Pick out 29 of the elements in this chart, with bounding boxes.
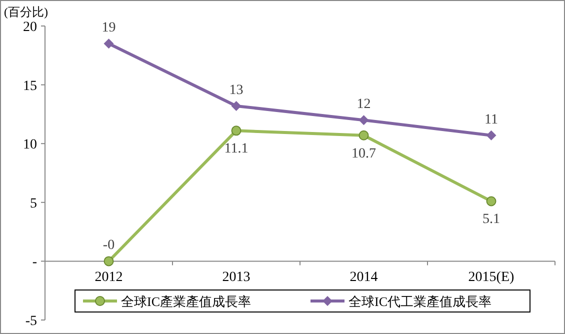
y-tick-label: 20 <box>23 20 37 35</box>
x-tick-label: 2014 <box>350 270 378 286</box>
point <box>358 130 369 140</box>
data-label: 19 <box>102 20 116 36</box>
x-tick-label: 2015(E) <box>468 270 515 286</box>
y-tick-label: - <box>32 255 38 270</box>
point <box>486 196 496 206</box>
data-label: 5.1 <box>482 212 500 228</box>
x-tick-label: 2012 <box>94 270 123 286</box>
y-tick-label: 10 <box>23 138 37 153</box>
data-label: 12 <box>356 97 371 112</box>
data-label: 10.7 <box>352 146 376 162</box>
point <box>231 126 242 136</box>
data-label: 11 <box>484 112 498 128</box>
data-label: -0 <box>102 238 115 254</box>
point <box>104 38 114 49</box>
point <box>486 130 496 140</box>
data-label: 11.1 <box>224 142 248 157</box>
y-tick-label: -5 <box>25 314 37 329</box>
point <box>358 115 369 126</box>
y-tick-label: 5 <box>30 196 37 212</box>
y-tick-label: 15 <box>23 78 37 94</box>
data-label: 13 <box>229 82 244 98</box>
y-axis-title: (百分比) <box>4 5 48 19</box>
x-tick-label: 2013 <box>222 270 250 286</box>
point <box>104 256 114 266</box>
legend-label: 全球IC代工業產值成長率 <box>348 294 492 309</box>
legend-label: 全球IC產業產值成長率 <box>121 294 251 309</box>
point <box>231 100 242 111</box>
